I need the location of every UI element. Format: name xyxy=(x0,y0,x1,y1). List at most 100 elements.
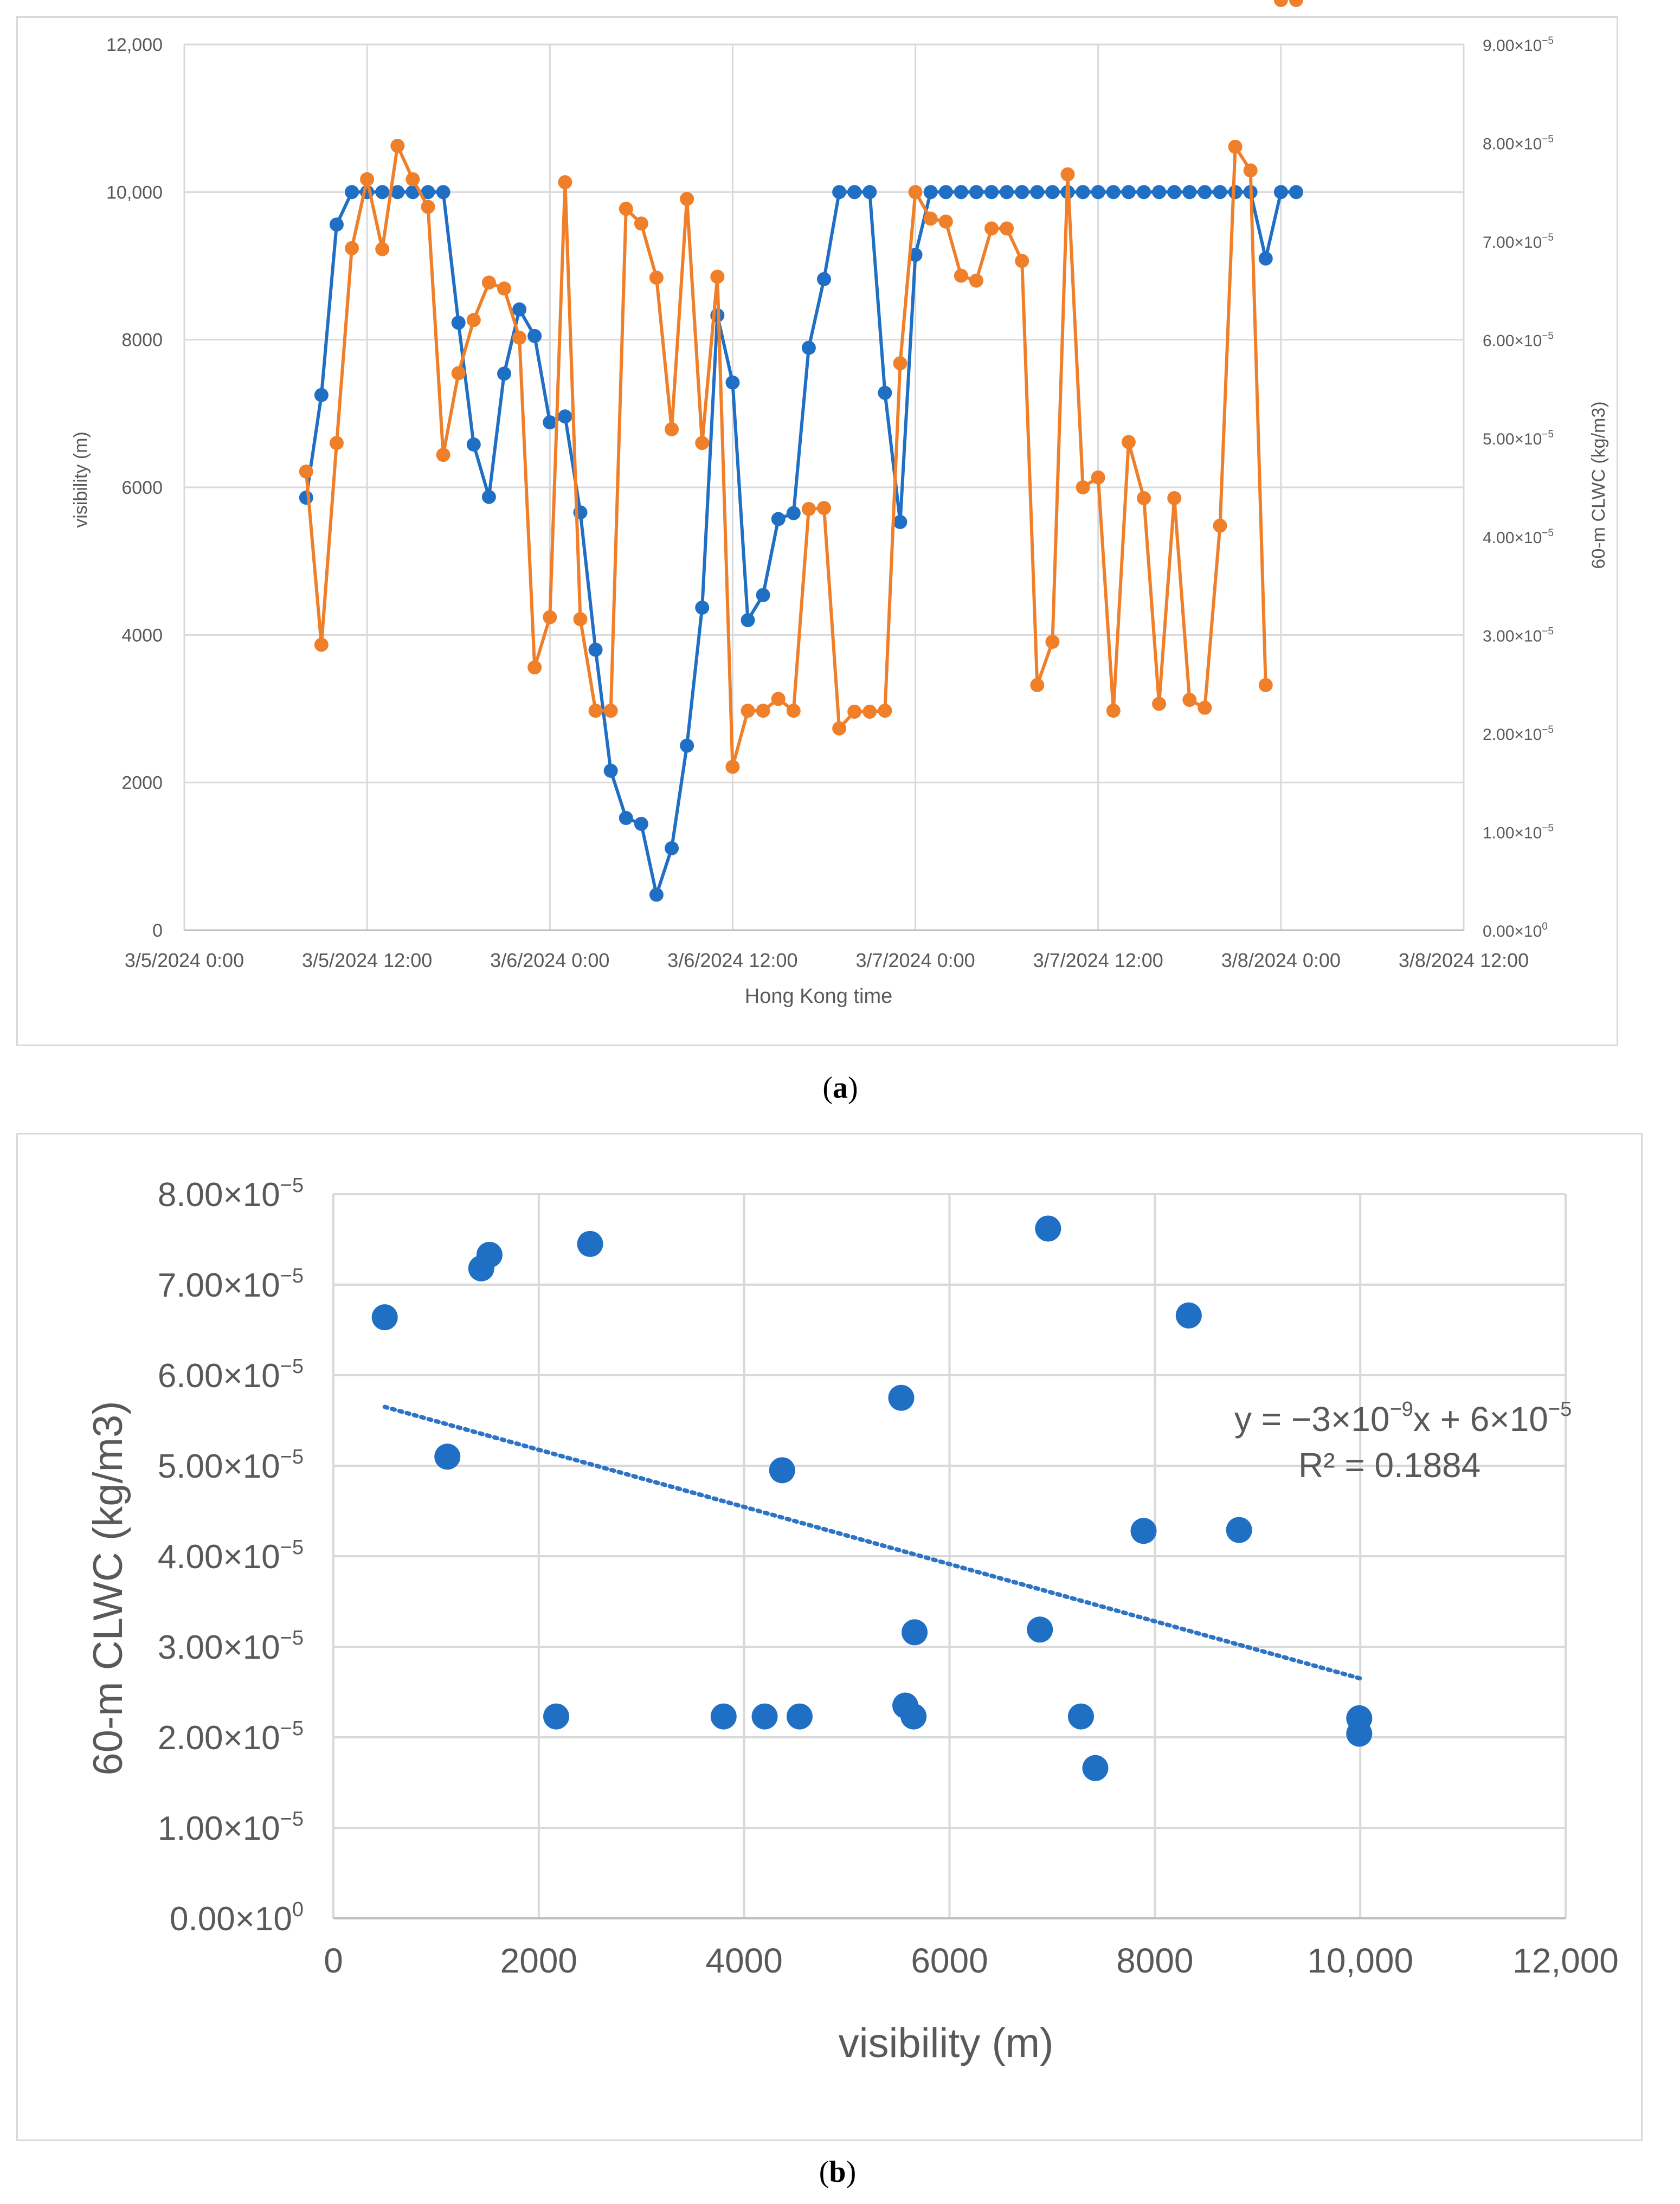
panel-a-data-point xyxy=(390,185,405,199)
panel-a-data-point xyxy=(908,248,923,262)
panel-b-data-point xyxy=(1130,1518,1157,1544)
panel-a-data-point xyxy=(1182,185,1197,199)
panel-a-data-point xyxy=(984,221,999,236)
panel-a-data-point xyxy=(680,738,694,753)
panel-a-data-point xyxy=(938,185,953,199)
panel-a-data-point xyxy=(1152,697,1167,711)
panel-b-data-point xyxy=(1226,1517,1252,1543)
panel-a-data-point xyxy=(680,192,694,207)
panel-a-data-point xyxy=(329,436,344,450)
panel-a-data-point xyxy=(878,385,892,400)
panel-b-frame xyxy=(16,1133,1643,2141)
panel-a-data-point xyxy=(619,202,633,216)
panel-a-data-point xyxy=(1060,167,1075,182)
panel-a-data-point xyxy=(695,600,710,615)
panel-a-data-point xyxy=(817,272,831,287)
panel-a-data-point xyxy=(1076,185,1090,199)
panel-a-data-point xyxy=(1258,251,1273,266)
panel-a-data-point xyxy=(619,811,633,826)
panel-a-y-right-tick-label: 1.00×10−5 xyxy=(1483,822,1554,842)
panel-a-y-right-tick-label: 3.00×10−5 xyxy=(1483,626,1554,645)
panel-b-y-tick-label: 8.00×10−5 xyxy=(158,1174,304,1214)
panel-a-data-point xyxy=(756,588,770,602)
panel-a-y-left-tick-label: 12,000 xyxy=(106,35,163,55)
panel-b-data-point xyxy=(786,1703,813,1730)
panel-a-data-point xyxy=(1106,704,1121,718)
panel-a-chart: 3/5/2024 0:00 3/5/2024 12:00 3/6/2024 0:00… xyxy=(70,0,1609,1008)
panel-a-caption: (a) xyxy=(822,1071,858,1105)
panel-a-data-point xyxy=(1273,185,1288,199)
panel-a-data-point xyxy=(314,388,329,402)
panel-a-data-point xyxy=(741,704,755,718)
panel-a-y-left-tick-label: 4000 xyxy=(121,625,163,646)
panel-b-y-tick-label: 4.00×10−5 xyxy=(158,1536,304,1576)
panel-b-trendline-line xyxy=(382,1404,1363,1681)
panel-a-data-point xyxy=(299,491,313,505)
panel-a-data-point xyxy=(1076,480,1090,494)
panel-a-data-point xyxy=(527,660,542,675)
panel-a-data-point xyxy=(741,613,755,628)
panel-a-data-point xyxy=(1000,185,1014,199)
panel-a-data-point xyxy=(1182,693,1197,707)
panel-a-data-point xyxy=(497,366,511,381)
panel-a-y-right-tick-label: 2.00×10−5 xyxy=(1483,724,1554,744)
panel-a-data-point xyxy=(725,759,740,774)
panel-a-tick-labels: 3/5/2024 0:00 3/5/2024 12:00 3/6/2024 0:00… xyxy=(106,35,1554,971)
panel-a-data-point xyxy=(329,217,344,232)
panel-b-r-squared: R² = 0.1884 xyxy=(1298,1446,1481,1485)
panel-a-data-point xyxy=(969,185,983,199)
panel-a-data-point xyxy=(345,185,359,199)
panel-a-data-point xyxy=(436,185,450,199)
panel-a-y-left-tick-label: 0 xyxy=(152,920,163,941)
panel-a-data-point xyxy=(603,763,618,778)
panel-b-data-point xyxy=(434,1443,461,1470)
panel-a-data-point xyxy=(1121,435,1136,449)
panel-a-data-point xyxy=(847,704,862,719)
panel-b-y-axis-title: 60-m CLWC (kg/m3) xyxy=(85,1401,131,1775)
panel-a-x-tick-label: 3/5/2024 12:00 xyxy=(302,949,432,971)
panel-a-data-point xyxy=(1167,491,1182,505)
panel-a-data-point xyxy=(862,185,877,199)
panel-b-data-point xyxy=(1082,1755,1109,1781)
panel-a-grid xyxy=(183,43,1465,930)
panel-a-data-point xyxy=(801,501,816,516)
panel-a-y-right-title: 60-m CLWC (kg/m3) xyxy=(1588,401,1609,569)
panel-a-data-point xyxy=(543,415,557,430)
panel-a-y-right-tick-label: 6.00×10−5 xyxy=(1483,331,1554,350)
panel-a-data-point xyxy=(923,185,938,199)
panel-a-data-point xyxy=(421,199,435,214)
panel-a-data-point xyxy=(390,139,405,153)
panel-a-y-left-tick-label: 8000 xyxy=(121,330,163,351)
panel-b-data-point xyxy=(543,1703,570,1730)
panel-a-data-point xyxy=(817,501,831,515)
panel-b-data-point xyxy=(476,1241,503,1268)
panel-a-data-point xyxy=(878,704,892,718)
panel-b-x-tick-label: 10,000 xyxy=(1307,1941,1413,1980)
panel-a-data-point xyxy=(786,704,801,718)
panel-a-data-point xyxy=(1091,470,1105,485)
panel-b-data-point xyxy=(902,1619,928,1646)
panel-a-data-point xyxy=(832,185,847,199)
panel-b-data-point xyxy=(751,1703,778,1730)
panel-a-x-tick-label: 3/7/2024 12:00 xyxy=(1033,949,1163,971)
panel-a-data-point xyxy=(665,841,679,855)
panel-b-x-tick-label: 12,000 xyxy=(1512,1941,1619,1980)
panel-a-y-right-tick-label: 8.00×10−5 xyxy=(1483,134,1554,153)
panel-a-data-point xyxy=(1015,254,1029,268)
panel-a-data-point xyxy=(1030,678,1045,692)
panel-b-data-point xyxy=(1175,1302,1202,1329)
panel-a-x-tick-label: 3/8/2024 12:00 xyxy=(1399,949,1529,971)
panel-a-data-point xyxy=(954,185,968,199)
panel-a-y-left-title: visibility (m) xyxy=(70,431,91,528)
panel-a-data-point xyxy=(1106,185,1121,199)
panel-a-data-point xyxy=(1273,0,1288,7)
panel-b-caption: (b) xyxy=(819,2155,857,2189)
panel-b-data-point xyxy=(710,1703,737,1730)
panel-a-data-point xyxy=(649,270,664,285)
panel-a-data-point xyxy=(1152,185,1167,199)
panel-a-frame xyxy=(16,16,1618,1046)
panel-b-x-tick-label: 0 xyxy=(324,1941,343,1980)
panel-a-data-point xyxy=(451,366,466,381)
panel-a-data-point xyxy=(375,185,390,199)
panel-b-data-point xyxy=(1027,1616,1053,1643)
